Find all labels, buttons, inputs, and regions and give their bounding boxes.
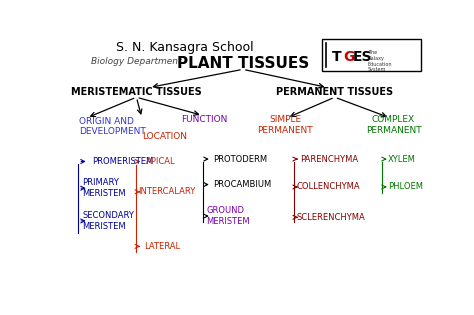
Text: COLLENCHYMA: COLLENCHYMA [296,182,360,192]
Text: LOCATION: LOCATION [142,132,187,140]
Text: ES: ES [353,50,373,64]
Text: PARENCHYMA: PARENCHYMA [300,155,358,163]
Text: T: T [332,50,341,64]
Text: PLANT TISSUES: PLANT TISSUES [177,56,309,71]
Text: PROMERISTEM: PROMERISTEM [92,157,154,166]
Text: MERISTEMATIC TISSUES: MERISTEMATIC TISSUES [71,87,202,97]
Text: PHLOEM: PHLOEM [388,182,423,192]
Text: SIMPLE
PERMANENT: SIMPLE PERMANENT [257,115,313,135]
Text: COMPLEX
PERMANENT: COMPLEX PERMANENT [366,115,421,135]
Text: LATERAL: LATERAL [144,242,180,251]
Text: PROCAMBIUM: PROCAMBIUM [213,180,272,189]
Text: The
Galaxy
Education
System: The Galaxy Education System [368,50,392,72]
Text: PRIMARY
MERISTEM: PRIMARY MERISTEM [82,179,126,198]
Text: Biology Department: Biology Department [91,57,182,66]
Text: GROUND
MERISTEM: GROUND MERISTEM [206,206,250,226]
FancyBboxPatch shape [322,39,421,71]
Text: APICAL: APICAL [146,157,175,166]
Text: SECONDARY
MERISTEM: SECONDARY MERISTEM [82,211,134,231]
Text: INTERCALARY: INTERCALARY [138,187,195,196]
Text: XYLEM: XYLEM [388,155,416,163]
Text: FUNCTION: FUNCTION [181,115,228,123]
Text: SCLERENCHYMA: SCLERENCHYMA [296,213,365,222]
Text: G: G [343,50,355,64]
Text: S. N. Kansagra School: S. N. Kansagra School [116,42,254,54]
Text: PERMANENT TISSUES: PERMANENT TISSUES [276,87,393,97]
Text: ORIGIN AND
DEVELOPMENT: ORIGIN AND DEVELOPMENT [80,117,146,136]
Text: PROTODERM: PROTODERM [213,155,268,163]
